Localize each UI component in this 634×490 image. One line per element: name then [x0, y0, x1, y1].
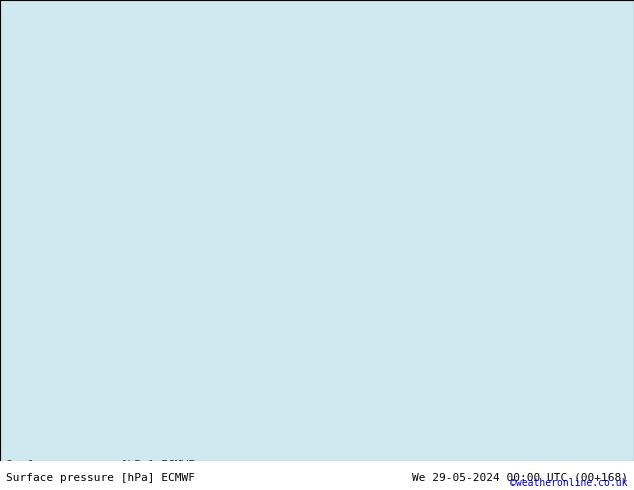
Text: ©weatheronline.co.uk: ©weatheronline.co.uk — [510, 475, 628, 485]
Text: Surface pressure [hPa] ECMWF: Surface pressure [hPa] ECMWF — [6, 461, 195, 470]
Text: ©weatheronline.co.uk: ©weatheronline.co.uk — [510, 478, 628, 488]
Text: Surface pressure [hPa] ECMWF: Surface pressure [hPa] ECMWF — [6, 473, 195, 483]
Text: We 29-05-2024 00:00 UTC (00+168): We 29-05-2024 00:00 UTC (00+168) — [411, 461, 628, 470]
Text: We 29-05-2024 00:00 UTC (00+168): We 29-05-2024 00:00 UTC (00+168) — [411, 473, 628, 483]
